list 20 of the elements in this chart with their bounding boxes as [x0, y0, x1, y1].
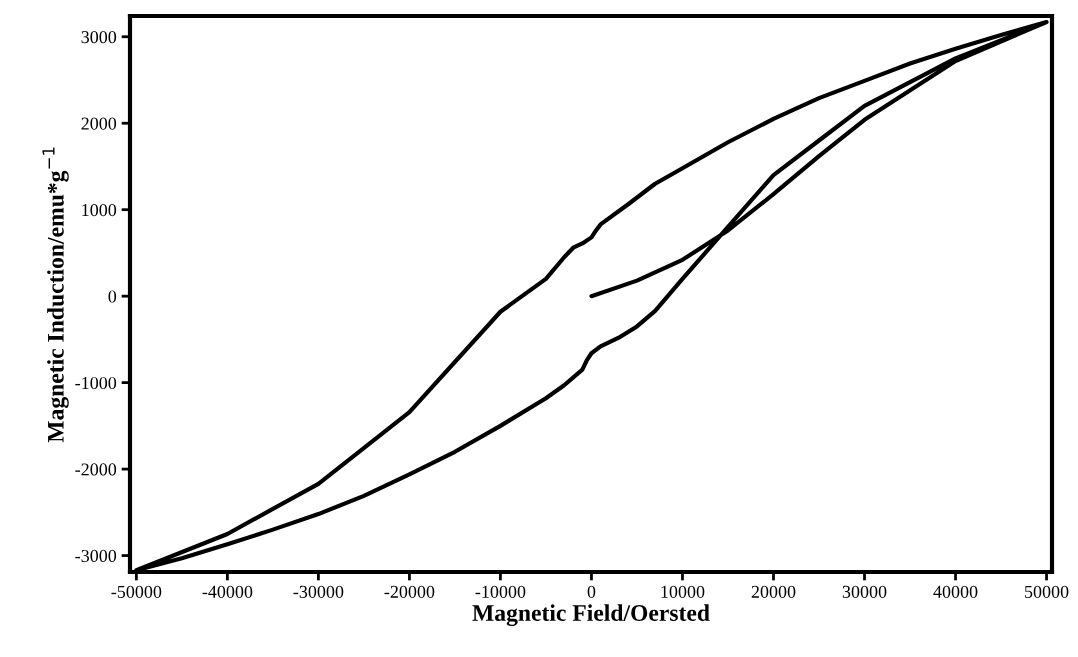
y-tick-label: 1000 [82, 203, 117, 217]
x-tick-label: 10000 [661, 585, 705, 598]
y-tick-label: 2000 [81, 117, 117, 130]
y-tick-label: -2000 [75, 463, 117, 476]
y-tick-label: 3000 [81, 31, 117, 44]
x-tick-label: 40000 [933, 585, 978, 598]
x-tick-label: -10000 [475, 585, 526, 598]
x-tick-label: -50000 [111, 585, 162, 598]
x-tick-label: 20000 [751, 585, 796, 598]
x-tick-label: 0 [587, 585, 596, 598]
x-axis-title: Magnetic Field/Oersted [472, 604, 710, 626]
x-tick-label: -40000 [202, 585, 253, 598]
y-tick-label: 0 [108, 290, 117, 303]
x-tick-label: -30000 [293, 585, 344, 598]
x-tick-label: 30000 [842, 585, 887, 598]
y-tick-label: -1000 [75, 376, 117, 390]
y-axis-title: Magnetic Induction/emu*g$^{−1}$ [42, 147, 69, 443]
x-tick-label: 50000 [1025, 585, 1069, 598]
x-tick-label: -20000 [384, 585, 435, 598]
y-tick-label: -3000 [75, 549, 117, 563]
